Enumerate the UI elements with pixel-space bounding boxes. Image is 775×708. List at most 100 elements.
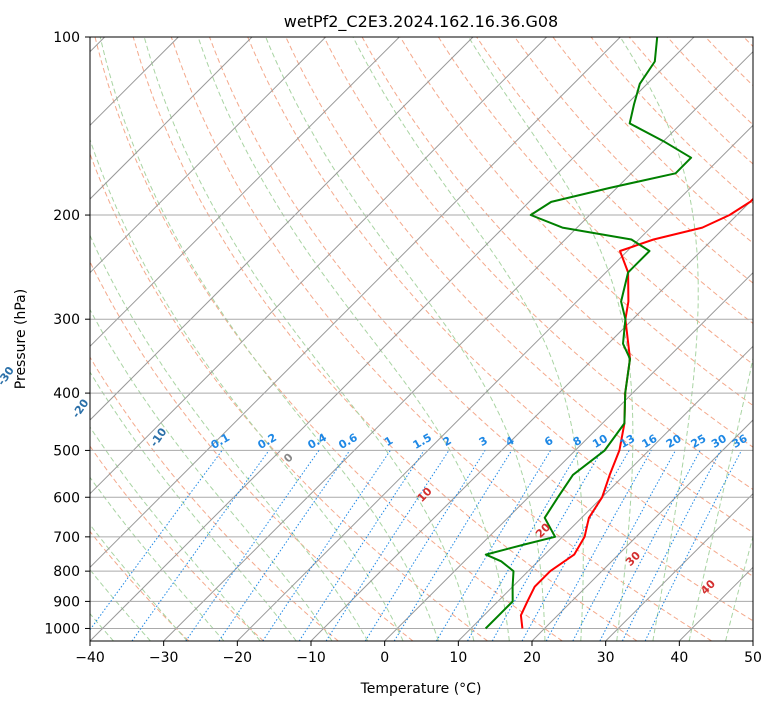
dry-adiabat-line xyxy=(399,37,753,407)
isotherm-line xyxy=(90,37,253,200)
x-tick-label: 30 xyxy=(597,650,615,666)
moist-adiabat-line xyxy=(468,37,634,641)
isotherm-line xyxy=(90,37,400,348)
dry-adiabat-line xyxy=(90,530,190,641)
dry-adiabat-line xyxy=(590,37,753,205)
x-axis-ticks: −40 −30 −20 −10 0 10 20 30 40 50 xyxy=(75,641,762,666)
dry-adiabat-line xyxy=(361,37,753,448)
isotherm-line xyxy=(678,566,753,641)
chart-title: wetPf2_C2E3.2024.162.16.36.G08 xyxy=(284,12,558,32)
moist-adiabat-line xyxy=(0,37,76,641)
moist-adiabat-line xyxy=(725,534,753,641)
dry-adiabat-line xyxy=(90,445,264,641)
mixing-ratio-line xyxy=(545,450,652,641)
mixing-ratio-line xyxy=(185,450,320,641)
dewpoint-profile xyxy=(484,37,693,630)
y-tick-label: 300 xyxy=(53,312,80,328)
dry-adiabat-line xyxy=(667,37,753,126)
dry-adiabat-line xyxy=(743,37,753,48)
mixing-ratio-line xyxy=(393,450,513,641)
isotherm-line xyxy=(531,419,753,641)
moist-adiabat-line xyxy=(265,37,546,641)
moist-adiabat-line xyxy=(619,37,699,641)
x-tick-label: 40 xyxy=(670,650,688,666)
mixing-ratio-line xyxy=(621,450,722,641)
y-tick-label: 100 xyxy=(53,30,80,46)
x-axis-label: Temperature (°C) xyxy=(360,681,482,697)
mixing-ratio-label: 1 xyxy=(382,434,395,449)
dry-adiabat-label: -10 xyxy=(147,425,169,449)
dry-adiabat-line xyxy=(514,37,753,284)
background-lines xyxy=(0,37,753,641)
dry-adiabat-line xyxy=(132,37,638,641)
moist-adiabat-label: 10 xyxy=(415,485,435,505)
isotherm-line xyxy=(90,37,474,421)
isotherm-line xyxy=(752,640,753,641)
mixing-ratio-label: 1.5 xyxy=(411,431,434,452)
moist-adiabat-line xyxy=(90,138,404,641)
x-tick-label: −30 xyxy=(149,650,179,666)
dry-adiabat-line xyxy=(705,37,753,87)
moist-adiabat-line xyxy=(143,37,475,641)
mixing-ratio-line xyxy=(364,450,486,641)
mixing-ratio-label: 2 xyxy=(441,434,454,449)
y-tick-label: 400 xyxy=(53,386,80,402)
sounding-profiles xyxy=(484,37,753,630)
dry-adiabat-line xyxy=(170,37,712,641)
y-tick-label: 900 xyxy=(53,594,80,610)
mixing-ratio-line xyxy=(131,450,270,641)
mixing-ratio-line xyxy=(644,450,742,641)
moist-adiabat-line xyxy=(90,476,225,641)
y-tick-label: 200 xyxy=(53,208,80,224)
mixing-ratio-line xyxy=(521,450,630,641)
mixing-ratio-label: 30 xyxy=(709,432,729,451)
x-tick-label: 50 xyxy=(744,650,762,666)
mixing-ratio-line xyxy=(218,450,351,641)
isotherm-line xyxy=(90,37,327,274)
dry-adiabat-line xyxy=(94,37,563,641)
mixing-ratio-label: 8 xyxy=(571,434,584,449)
moist-adiabat-label: 40 xyxy=(698,577,718,597)
x-tick-label: 20 xyxy=(523,650,541,666)
x-tick-label: 10 xyxy=(449,650,467,666)
moist-adiabat-line xyxy=(99,37,439,641)
y-tick-label: 500 xyxy=(53,443,80,459)
isotherm-line xyxy=(605,492,753,641)
temperature-profile xyxy=(519,197,753,629)
dry-adiabat-line xyxy=(437,37,753,365)
moist-adiabat-line xyxy=(90,308,333,641)
isotherm-line xyxy=(90,37,621,569)
dry-adiabat-line xyxy=(323,37,753,491)
y-tick-label: 700 xyxy=(53,530,80,546)
mixing-ratio-line xyxy=(325,450,450,641)
plot-frame xyxy=(89,36,754,642)
isotherm-line xyxy=(90,37,548,495)
mixing-ratio-line xyxy=(435,450,552,641)
mixing-ratio-label: 3 xyxy=(477,434,490,449)
line-annotations: 0.10.20.40.611.52346810131620253036-100-… xyxy=(0,364,750,597)
isotherm-line xyxy=(457,345,753,641)
y-axis-ticks: 100 200 300 400 500 600 700 800 900 1000 xyxy=(44,30,90,637)
mixing-ratio-line xyxy=(90,450,223,631)
mixing-ratio-label: 25 xyxy=(689,432,709,451)
dry-adiabat-line xyxy=(90,356,339,641)
moist-adiabat-line xyxy=(688,355,753,641)
x-tick-label: −20 xyxy=(223,650,253,666)
dry-adiabat-line xyxy=(209,37,753,622)
mixing-ratio-label: 36 xyxy=(730,432,750,451)
dry-adiabat-line xyxy=(247,37,753,577)
moist-adiabat-line xyxy=(197,37,510,641)
x-tick-label: −40 xyxy=(75,650,105,666)
isotherm-line xyxy=(310,198,753,641)
dry-adiabat-line xyxy=(552,37,753,244)
moist-adiabat-line xyxy=(352,37,584,641)
moist-adiabat-label: 0 xyxy=(281,450,296,465)
y-axis-label: Pressure (hPa) xyxy=(13,289,29,389)
isotherm-line xyxy=(236,124,753,641)
mixing-ratio-label: 6 xyxy=(542,434,555,449)
dry-adiabat-line xyxy=(90,152,488,641)
mixing-ratio-line xyxy=(572,450,676,641)
isotherm-line xyxy=(163,50,753,641)
mixing-ratio-label: 16 xyxy=(640,432,660,451)
